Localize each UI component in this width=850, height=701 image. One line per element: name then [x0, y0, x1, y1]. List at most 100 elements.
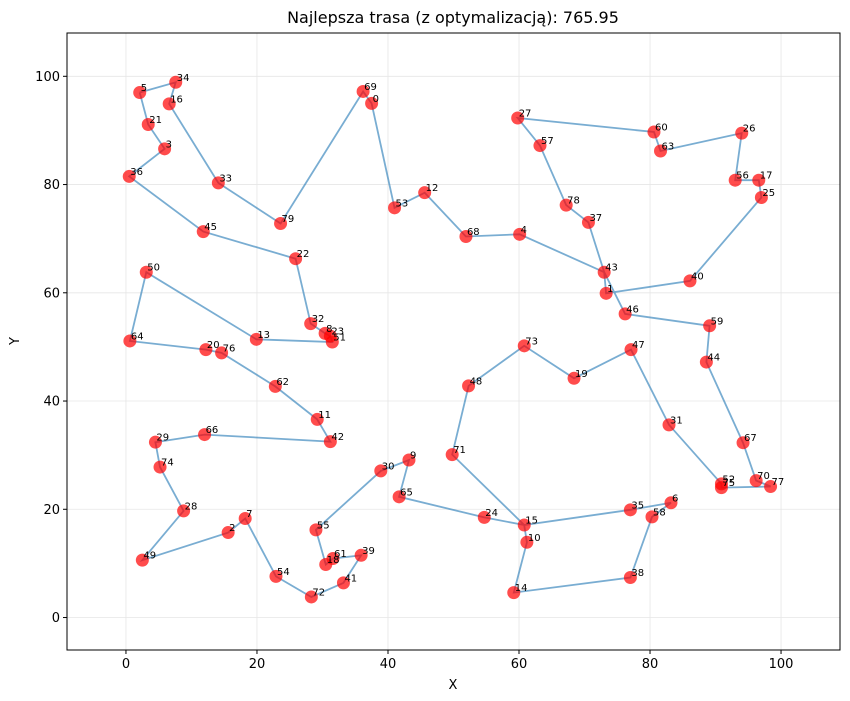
city-point [624, 343, 638, 357]
city-label: 73 [525, 336, 538, 347]
city-point [238, 511, 252, 525]
city-point [517, 339, 531, 353]
city-label: 28 [185, 501, 198, 512]
city-point [764, 480, 778, 494]
city-point [533, 139, 547, 153]
city-label: 24 [485, 508, 498, 519]
city-label: 8 [326, 324, 332, 335]
city-point [664, 496, 678, 510]
city-label: 38 [631, 568, 644, 579]
city-label: 11 [318, 410, 331, 421]
route-line [127, 80, 771, 599]
city-label: 9 [410, 451, 416, 462]
city-point [336, 576, 350, 590]
city-label: 10 [528, 533, 541, 544]
grid [67, 33, 840, 650]
city-label: 71 [453, 445, 466, 456]
city-label: 39 [362, 546, 375, 557]
city-label: 66 [206, 425, 219, 436]
city-point [513, 227, 527, 241]
city-label: 58 [653, 507, 666, 518]
city-point [153, 460, 167, 474]
city-point [662, 418, 676, 432]
city-label: 25 [762, 188, 775, 199]
city-point [520, 535, 534, 549]
city-label: 20 [207, 340, 220, 351]
city-label: 42 [331, 432, 344, 443]
city-point [354, 548, 368, 562]
city-point [374, 464, 388, 478]
city-label: 4 [521, 225, 527, 236]
city-label: 6 [672, 493, 678, 504]
y-tick-label: 40 [43, 395, 60, 410]
city-point [326, 552, 340, 566]
x-tick-label: 100 [769, 657, 794, 672]
city-label: 21 [149, 115, 162, 126]
city-label: 56 [736, 171, 749, 182]
x-tick-label: 20 [249, 657, 266, 672]
city-point [162, 97, 176, 111]
city-label: 78 [567, 196, 580, 207]
y-tick-label: 100 [35, 70, 60, 85]
city-point [752, 173, 766, 187]
city-label: 41 [344, 573, 357, 584]
city-point [198, 428, 212, 442]
city-label: 79 [282, 214, 295, 225]
city-label: 7 [246, 509, 252, 520]
city-label: 52 [722, 474, 735, 485]
y-axis-label: Y [8, 337, 23, 346]
city-label: 49 [143, 551, 156, 562]
city-label: 0 [373, 94, 379, 105]
city-point [169, 75, 183, 89]
city-label: 29 [156, 433, 169, 444]
city-point [356, 84, 370, 98]
city-label: 5 [141, 83, 147, 94]
city-point [310, 412, 324, 426]
city-label: 45 [204, 222, 217, 233]
city-label: 3 [166, 139, 172, 150]
city-point [699, 355, 713, 369]
route [127, 80, 771, 599]
city-label: 46 [626, 304, 639, 315]
city-point [139, 265, 153, 279]
city-label: 53 [396, 198, 409, 209]
city-label: 54 [277, 567, 290, 578]
city-label: 31 [670, 415, 683, 426]
city-point [135, 553, 149, 567]
city-label: 34 [177, 73, 190, 84]
city-label: 32 [312, 314, 325, 325]
city-label: 75 [722, 478, 735, 489]
city-label: 76 [223, 343, 236, 354]
city-point [325, 335, 339, 349]
city-point [623, 570, 637, 584]
city-point [388, 201, 402, 215]
city-label: 65 [400, 487, 413, 498]
city-label: 13 [257, 330, 270, 341]
city-point [309, 523, 323, 537]
city-point [304, 590, 318, 604]
city-point [654, 144, 668, 158]
city-label: 62 [276, 377, 289, 388]
city-point [645, 510, 659, 524]
city-label: 35 [631, 500, 644, 511]
city-label: 16 [170, 94, 183, 105]
city-point [445, 448, 459, 462]
city-point [196, 225, 210, 239]
city-label: 77 [772, 477, 785, 488]
city-point [477, 510, 491, 524]
city-point [623, 503, 637, 517]
city-label: 74 [161, 458, 174, 469]
city-label: 48 [470, 376, 483, 387]
city-label: 43 [605, 263, 618, 274]
city-point [418, 186, 432, 200]
points [122, 75, 778, 604]
city-point [683, 274, 697, 288]
city-label: 1 [607, 284, 613, 295]
city-point [148, 435, 162, 449]
city-label: 57 [541, 136, 554, 147]
city-label: 30 [382, 461, 395, 472]
x-tick-label: 60 [511, 657, 528, 672]
plot-frame [66, 32, 841, 651]
city-label: 59 [711, 316, 724, 327]
